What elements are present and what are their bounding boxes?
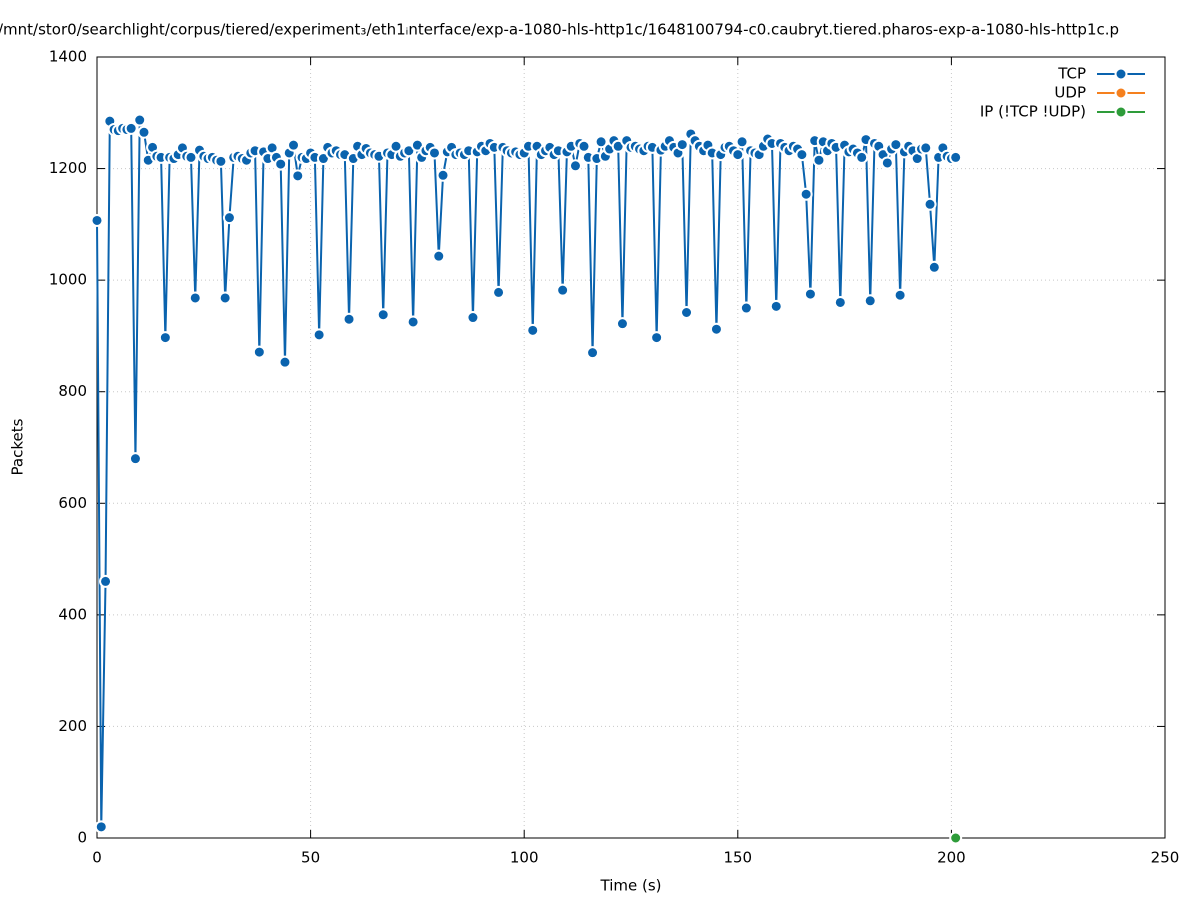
y-tick-label: 1000 (49, 271, 87, 289)
data-point (432, 249, 446, 263)
data-point (526, 323, 540, 337)
data-point (949, 150, 963, 164)
series-line (96, 119, 956, 827)
data-point (184, 150, 198, 164)
data-point (795, 148, 809, 162)
y-tick-label: 600 (58, 494, 87, 512)
plot-frame (96, 56, 1166, 839)
data-point (342, 312, 356, 326)
legend-label: IP (!TCP !UDP) (980, 103, 1086, 121)
legend-marker (1114, 67, 1128, 81)
legend-label: UDP (1054, 84, 1086, 102)
x-tick-label: 0 (92, 849, 102, 867)
y-tick-label: 400 (58, 605, 87, 623)
data-point (799, 187, 813, 201)
x-tick-label: 50 (301, 849, 320, 867)
y-tick-label: 1400 (49, 48, 87, 66)
data-point (568, 159, 582, 173)
y-tick-label: 200 (58, 717, 87, 735)
data-point (812, 153, 826, 167)
x-axis-label: Time (s) (600, 877, 662, 895)
data-point (949, 831, 963, 845)
data-point (90, 213, 104, 227)
chart-title: /mnt/stor0/searchlight/corpus/tiered/exp… (0, 21, 1119, 39)
data-point (128, 452, 142, 466)
data-point (252, 345, 266, 359)
data-point (291, 169, 305, 183)
data-point (466, 311, 480, 325)
x-tick-label: 200 (937, 849, 966, 867)
data-point (889, 138, 903, 152)
data-point (893, 288, 907, 302)
data-point (312, 328, 326, 342)
data-point (650, 331, 664, 345)
data-point (492, 285, 506, 299)
data-point (274, 157, 288, 171)
data-point (927, 260, 941, 274)
data-point (133, 113, 147, 127)
data-point (376, 308, 390, 322)
data-point (137, 125, 151, 139)
data-point (923, 197, 937, 211)
legend-marker (1114, 105, 1128, 119)
data-point (675, 138, 689, 152)
data-point (99, 574, 113, 588)
data-point (919, 141, 933, 155)
data-point (218, 291, 232, 305)
data-point (880, 156, 894, 170)
data-point (406, 315, 420, 329)
legend-label: TCP (1057, 65, 1086, 83)
legend-marker (1114, 86, 1128, 100)
data-point (769, 299, 783, 313)
data-point (735, 135, 749, 149)
data-point (833, 295, 847, 309)
data-point (94, 820, 108, 834)
data-point (556, 283, 570, 297)
data-point (803, 287, 817, 301)
data-point (586, 346, 600, 360)
data-point (158, 331, 172, 345)
data-point (709, 322, 723, 336)
data-point (680, 305, 694, 319)
data-point (739, 301, 753, 315)
data-point (615, 317, 629, 331)
y-tick-label: 1200 (49, 159, 87, 177)
y-axis-label: Packets (9, 418, 27, 475)
x-tick-label: 150 (723, 849, 752, 867)
x-tick-label: 100 (510, 849, 539, 867)
data-point (731, 148, 745, 162)
data-point (214, 154, 228, 168)
data-point (287, 138, 301, 152)
data-point (436, 168, 450, 182)
y-tick-label: 0 (77, 829, 87, 847)
data-point (222, 211, 236, 225)
y-tick-label: 800 (58, 382, 87, 400)
data-point (188, 291, 202, 305)
data-point (855, 150, 869, 164)
data-point (427, 146, 441, 160)
x-tick-label: 250 (1151, 849, 1180, 867)
data-point (863, 294, 877, 308)
data-point (594, 135, 608, 149)
data-point (577, 139, 591, 153)
data-point (278, 355, 292, 369)
data-point (124, 121, 138, 135)
